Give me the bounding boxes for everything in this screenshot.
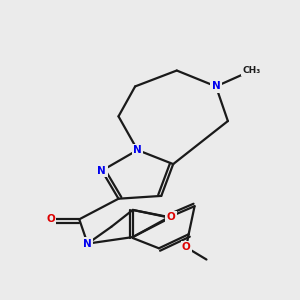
Text: CH₃: CH₃ — [242, 66, 261, 75]
Text: N: N — [133, 145, 142, 155]
Text: O: O — [182, 242, 190, 252]
Text: N: N — [83, 238, 92, 249]
Text: N: N — [98, 166, 106, 176]
Text: O: O — [167, 212, 175, 222]
Text: O: O — [46, 214, 55, 224]
Text: N: N — [212, 81, 220, 92]
